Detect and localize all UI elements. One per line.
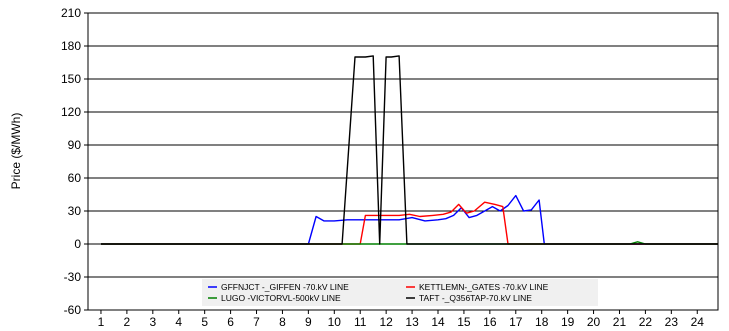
x-tick-label-4: 4 (175, 315, 182, 329)
x-tick-label-17: 17 (509, 315, 523, 329)
series-line-1 (101, 194, 718, 245)
x-tick-label-14: 14 (431, 315, 445, 329)
plot-frame (87, 12, 719, 311)
y-tick-label-60: 60 (68, 171, 82, 185)
y-tick-label-180: 180 (61, 39, 81, 53)
x-tick-label-10: 10 (328, 315, 342, 329)
x-tick-label-18: 18 (535, 315, 549, 329)
y-tick-label-30: 30 (68, 204, 82, 218)
y-tick-label--60: -60 (64, 303, 82, 317)
legend: GFFNJCT -_GIFFEN -70.kV LINE KETTLEMN-_GA… (202, 279, 598, 306)
legend-label-4: TAFT -_Q356TAP-70.kV LINE (419, 293, 532, 303)
x-tick-label-2: 2 (124, 315, 131, 329)
x-tick-label-1: 1 (98, 315, 105, 329)
x-tick-label-13: 13 (405, 315, 419, 329)
x-tick-label-15: 15 (457, 315, 471, 329)
y-tick-label-210: 210 (61, 6, 81, 20)
legend-box (202, 279, 598, 306)
x-tick-label-5: 5 (201, 315, 208, 329)
x-tick-label-8: 8 (279, 315, 286, 329)
legend-label-3: LUGO -VICTORVL-500kV LINE (221, 293, 341, 303)
x-tick-label-24: 24 (691, 315, 705, 329)
y-tick-label-90: 90 (68, 138, 82, 152)
x-tick-label-23: 23 (665, 315, 679, 329)
y-tick-label-150: 150 (61, 72, 81, 86)
x-tick-label-16: 16 (483, 315, 497, 329)
x-tick-label-19: 19 (561, 315, 575, 329)
x-tick-label-22: 22 (639, 315, 653, 329)
series-line-4 (101, 55, 718, 245)
x-tick-label-21: 21 (613, 315, 627, 329)
series-line-2 (101, 201, 718, 245)
x-tick-label-11: 11 (354, 315, 367, 329)
x-axis: 1 2 3 4 5 6 7 8 9 10 11 12 13 14 15 16 17 18 19 20 21 22 23 24 (98, 310, 705, 329)
x-tick-label-3: 3 (149, 315, 156, 329)
y-tick-label-120: 120 (61, 105, 81, 119)
series-lines (101, 55, 718, 245)
y-tick-label--30: -30 (64, 270, 82, 284)
x-tick-label-12: 12 (379, 315, 393, 329)
y-axis: -60 -30 0 30 60 90 120 150 180 210 (61, 6, 88, 317)
y-axis-label: Price ($/MWh) (9, 113, 23, 190)
x-tick-label-7: 7 (253, 315, 260, 329)
legend-label-2: KETTLEMN-_GATES -70.kV LINE (419, 282, 549, 292)
x-tick-label-20: 20 (587, 315, 601, 329)
x-tick-label-6: 6 (227, 315, 234, 329)
x-tick-label-9: 9 (305, 315, 312, 329)
legend-label-1: GFFNJCT -_GIFFEN -70.kV LINE (221, 282, 349, 292)
y-tick-label-0: 0 (74, 237, 81, 251)
